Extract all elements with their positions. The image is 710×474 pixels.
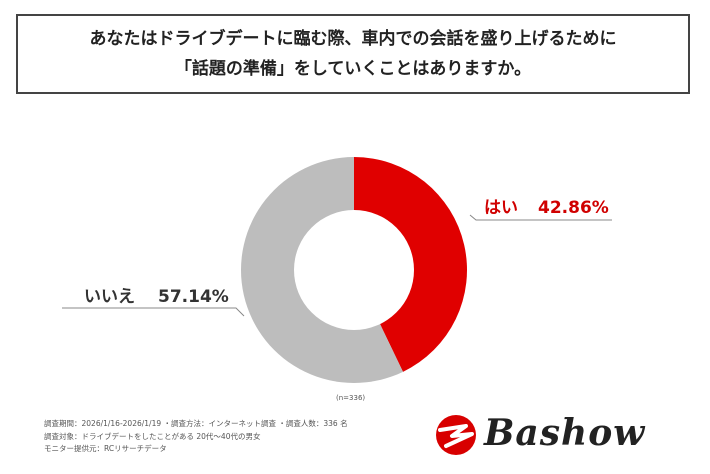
slice-label-no-value: 57.14% [158, 287, 229, 307]
brand-logo: Bashow [432, 410, 672, 460]
logo-mark-icon [436, 415, 476, 455]
title-line-2: 「話題の準備」をしていくことはありますか。 [174, 59, 532, 79]
leader-line-no [62, 307, 245, 317]
title-line-1: あなたはドライブデートに臨む際、車内での会話を盛り上げるために [89, 29, 617, 49]
survey-notes: 調査期間：2026/1/16-2026/1/19 ・調査方法：インターネット調査… [44, 418, 348, 456]
sample-size-note: (n=336) [336, 394, 366, 402]
survey-note-provider: モニター提供元：RCリサーチデータ [44, 444, 167, 453]
leader-line-yes [469, 214, 612, 221]
survey-note-target: 調査対象：ドライブデートをしたことがある 20代〜40代の男女 [44, 431, 261, 441]
slice-label-no-name: いいえ [84, 287, 135, 307]
survey-note-period: 調査期間：2026/1/16-2026/1/19 ・調査方法：インターネット調査… [44, 419, 348, 428]
slice-label-yes-name: はい [484, 198, 518, 218]
donut-hole [294, 210, 414, 330]
logo-wordmark: Bashow [484, 412, 646, 454]
title-box: あなたはドライブデートに臨む際、車内での会話を盛り上げるために 「話題の準備」を… [16, 14, 690, 94]
slice-label-yes-value: 42.86% [538, 198, 609, 218]
